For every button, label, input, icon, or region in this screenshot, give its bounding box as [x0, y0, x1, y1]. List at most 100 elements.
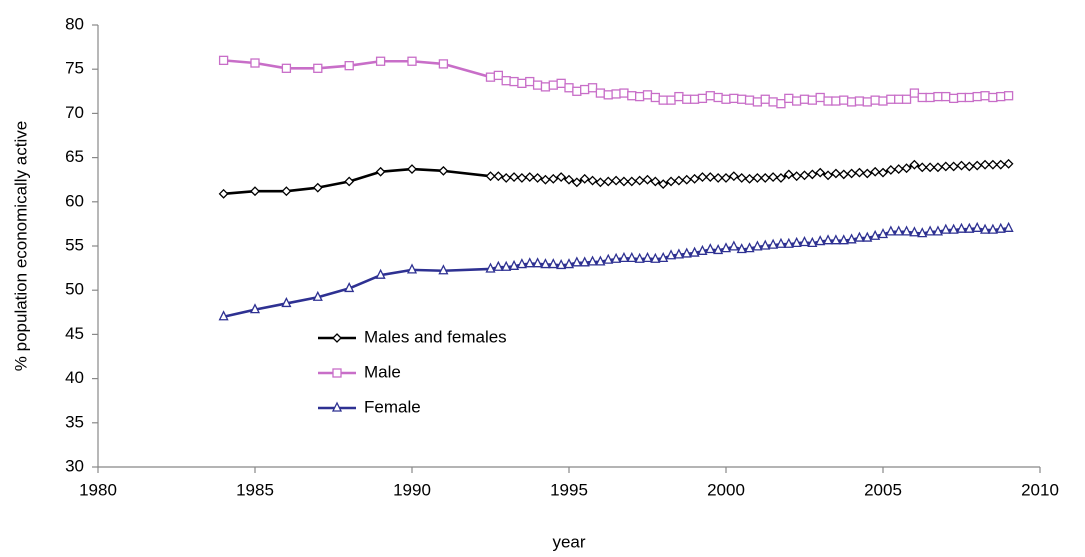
marker — [885, 225, 896, 236]
marker — [854, 96, 865, 106]
marker — [673, 175, 684, 186]
marker — [822, 234, 834, 245]
marker — [532, 257, 543, 268]
marker — [854, 231, 865, 242]
marker — [815, 167, 826, 178]
marker — [721, 173, 731, 183]
marker — [744, 173, 755, 184]
marker — [870, 229, 881, 240]
marker — [807, 169, 818, 180]
marker — [862, 97, 872, 107]
marker — [572, 86, 582, 96]
marker — [791, 171, 802, 182]
marker — [815, 235, 826, 246]
marker — [988, 92, 998, 103]
marker — [579, 256, 590, 267]
marker — [611, 252, 622, 263]
marker — [705, 243, 716, 254]
marker — [540, 82, 551, 92]
y-tick-label: 55 — [65, 235, 84, 254]
marker — [697, 244, 708, 255]
marker — [642, 174, 653, 185]
marker — [344, 61, 354, 71]
legend-label: Male — [364, 362, 401, 381]
marker — [901, 163, 912, 174]
marker — [760, 239, 771, 250]
x-tick-label: 2010 — [1021, 480, 1059, 499]
marker — [571, 256, 582, 267]
marker — [517, 78, 527, 88]
marker — [909, 159, 920, 170]
marker — [650, 92, 660, 103]
marker — [823, 170, 833, 181]
marker — [940, 223, 951, 234]
marker — [642, 90, 653, 100]
marker — [501, 260, 512, 271]
marker — [956, 160, 967, 171]
marker — [799, 94, 810, 104]
y-axis-label: % population economically active — [11, 121, 30, 371]
marker — [603, 176, 614, 187]
marker — [603, 90, 613, 100]
marker — [493, 70, 504, 81]
marker — [580, 84, 590, 95]
marker — [972, 91, 982, 102]
marker — [901, 225, 912, 236]
marker — [689, 94, 700, 104]
marker — [980, 91, 990, 101]
marker — [932, 225, 944, 236]
marker — [313, 63, 323, 73]
marker — [619, 88, 629, 98]
marker — [674, 91, 684, 102]
marker — [775, 237, 787, 248]
marker — [595, 88, 606, 98]
marker — [1003, 91, 1014, 101]
marker — [949, 93, 959, 104]
marker — [509, 76, 519, 87]
marker — [571, 177, 582, 188]
marker — [964, 92, 974, 103]
marker — [332, 368, 342, 378]
marker — [792, 96, 802, 106]
marker — [626, 251, 637, 263]
x-tick-label: 1980 — [79, 480, 117, 499]
marker — [964, 161, 975, 172]
marker — [407, 56, 417, 66]
marker — [332, 333, 342, 343]
marker — [713, 243, 724, 255]
marker — [933, 91, 943, 102]
marker — [218, 55, 229, 66]
marker — [563, 258, 575, 269]
marker — [838, 169, 849, 180]
y-tick-label: 75 — [65, 59, 84, 78]
x-tick-label: 2000 — [707, 480, 745, 499]
marker — [909, 226, 920, 237]
marker — [995, 159, 1006, 170]
marker — [713, 173, 724, 183]
marker — [728, 240, 739, 251]
marker — [548, 173, 559, 184]
marker — [627, 91, 637, 101]
marker — [556, 258, 567, 270]
marker — [838, 234, 849, 245]
x-tick-label: 1985 — [236, 480, 274, 499]
marker — [956, 222, 967, 233]
y-tick-label: 30 — [65, 456, 84, 475]
marker — [249, 303, 261, 314]
marker — [516, 258, 527, 269]
marker — [634, 252, 645, 263]
marker — [737, 94, 747, 104]
legend-label: Males and females — [364, 327, 507, 346]
marker — [344, 176, 355, 187]
marker — [556, 172, 567, 182]
y-tick-label: 35 — [65, 412, 84, 431]
marker — [681, 247, 692, 258]
marker — [783, 169, 794, 180]
marker — [839, 95, 849, 105]
marker — [925, 92, 935, 103]
marker — [729, 93, 739, 104]
marker — [642, 251, 653, 263]
marker — [665, 249, 677, 260]
marker — [611, 89, 621, 99]
